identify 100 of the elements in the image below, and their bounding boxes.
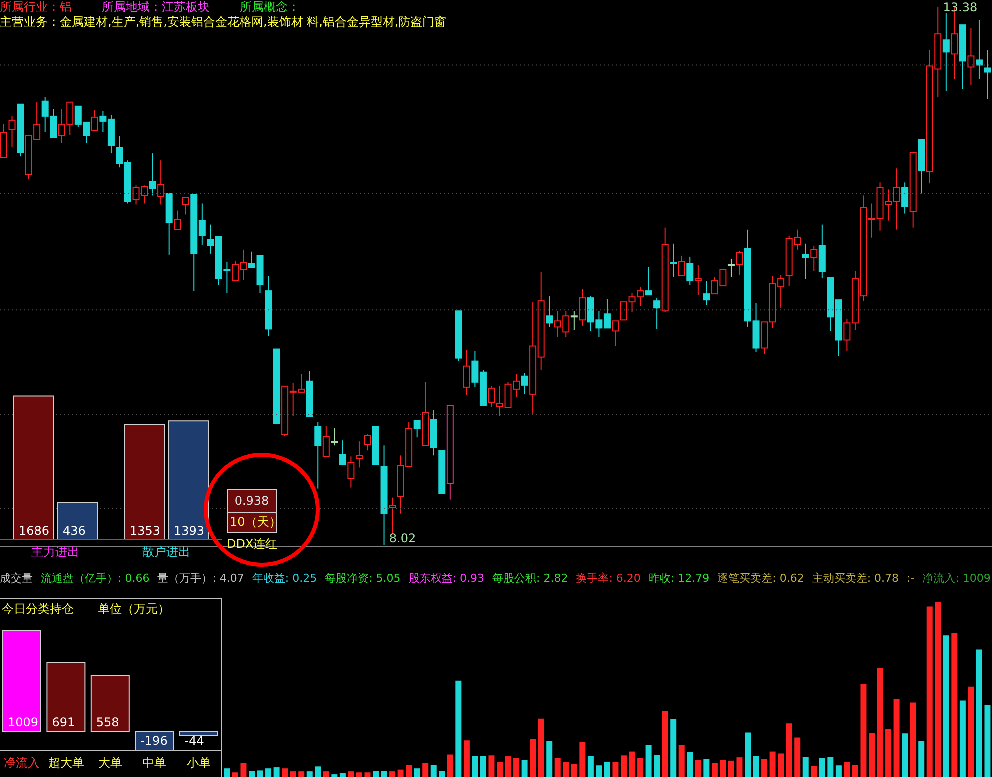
candlestick [322, 426, 330, 458]
bar [802, 757, 809, 777]
chart-title: 今日分类持仓 [2, 601, 74, 618]
bar [224, 768, 230, 777]
bar [406, 765, 412, 777]
bar [563, 762, 570, 777]
bar [46, 662, 86, 732]
bar [860, 684, 867, 777]
data-label: -44 [184, 734, 204, 748]
candlestick [414, 420, 421, 438]
text: 换手率: 6.20 [576, 572, 641, 585]
text: 昨收: 12.79 [648, 572, 710, 585]
bar [505, 756, 512, 777]
candlestick [91, 110, 98, 131]
x-tick-label: 小单 [186, 756, 211, 770]
data-label: 1009 [8, 715, 39, 730]
bar [456, 680, 462, 777]
candlestick [8, 116, 16, 148]
bar [571, 764, 578, 777]
bar [340, 773, 346, 777]
bar [753, 756, 760, 777]
bar [712, 763, 718, 777]
text: 每股公积: 2.82 [492, 572, 568, 585]
bar [794, 738, 801, 777]
candlestick [612, 320, 620, 347]
bar [869, 733, 875, 777]
bar [695, 760, 702, 777]
bar [612, 762, 619, 777]
text: 逐笔买卖差: 0.62 [718, 572, 804, 585]
candlestick [736, 250, 744, 276]
bar [910, 702, 916, 777]
bar [638, 758, 644, 777]
candlestick [389, 497, 396, 534]
candlestick [942, 12, 950, 92]
bar [588, 756, 594, 777]
bar [290, 772, 296, 777]
candlestick [463, 350, 470, 396]
text: 年收益: 0.25 [252, 572, 318, 585]
text: 量（万手）: 4.07 [158, 572, 244, 585]
bar [629, 752, 636, 777]
bar [943, 636, 950, 777]
bar [926, 606, 933, 777]
bar [306, 772, 313, 777]
annotation: 0.938 [234, 493, 270, 510]
bar [580, 742, 586, 777]
candlestick [902, 182, 909, 214]
text: :- [907, 572, 915, 585]
bar [90, 675, 130, 732]
bar [414, 768, 420, 777]
candlestick [694, 264, 702, 296]
x-tick-label: 超大单 [48, 756, 84, 770]
bar [604, 762, 610, 777]
bar [390, 772, 396, 777]
candlestick [182, 197, 190, 216]
bar [538, 718, 544, 777]
bar [179, 730, 218, 736]
bar [315, 766, 322, 777]
text: 流通盘（亿手）: 0.66 [41, 572, 150, 585]
bar [762, 759, 768, 777]
bar [266, 768, 272, 777]
bar [844, 762, 850, 777]
bar [546, 741, 553, 777]
bar [232, 772, 238, 777]
bar [514, 758, 520, 777]
bar [398, 770, 404, 777]
bar [704, 759, 710, 777]
text: 每股净资: 5.05 [325, 572, 401, 585]
bar [976, 650, 982, 777]
bar [348, 772, 354, 777]
candlestick [546, 296, 554, 328]
bar [282, 768, 288, 777]
bar [621, 756, 627, 777]
annotation: 10（天） [229, 514, 282, 531]
candlestick [728, 258, 735, 278]
candlestick [654, 298, 661, 330]
bar [124, 424, 166, 540]
bar [811, 766, 818, 777]
bar [422, 763, 429, 777]
bar [646, 744, 652, 777]
text: 净流入: 1009 [922, 572, 991, 585]
x-tick-label: 散户进出 [142, 545, 190, 559]
annotation: 所属行业：铝 [0, 0, 72, 15]
candlestick [645, 266, 652, 296]
bar [497, 762, 503, 777]
bar [323, 772, 330, 777]
bar [596, 766, 602, 777]
candlestick [810, 245, 818, 272]
bar [886, 729, 892, 777]
bar [968, 686, 974, 777]
bar [745, 732, 751, 777]
candlestick [802, 243, 810, 280]
annotation: DDX连红 [227, 536, 278, 553]
bar [778, 754, 784, 777]
candlestick [488, 386, 496, 408]
candlestick [174, 210, 182, 230]
candlestick [348, 456, 355, 488]
bar [58, 502, 98, 540]
x-tick-label: 大单 [98, 756, 122, 770]
bar [522, 760, 528, 777]
x-tick-label: 主力进出 [32, 545, 80, 559]
